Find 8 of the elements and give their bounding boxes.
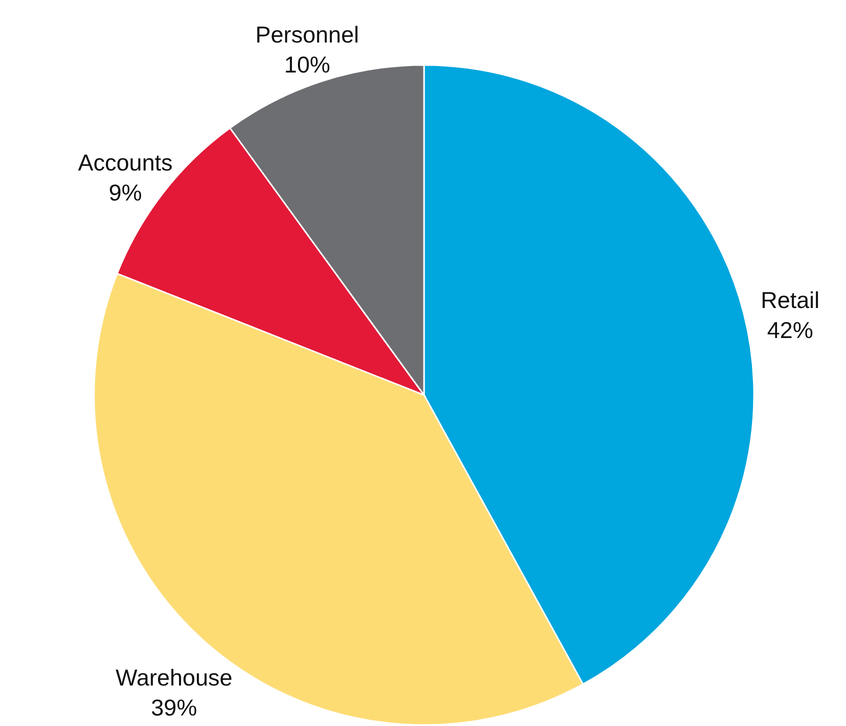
- data-label: 10%: [284, 52, 330, 78]
- slice-label: Accounts: [78, 149, 173, 176]
- slice-label: Personnel: [255, 22, 359, 48]
- slice-label: Warehouse: [116, 664, 232, 691]
- data-label: 42%: [767, 316, 814, 343]
- slice-label: Retail: [760, 286, 820, 313]
- data-label: 39%: [151, 694, 198, 721]
- data-label: 9%: [108, 179, 142, 206]
